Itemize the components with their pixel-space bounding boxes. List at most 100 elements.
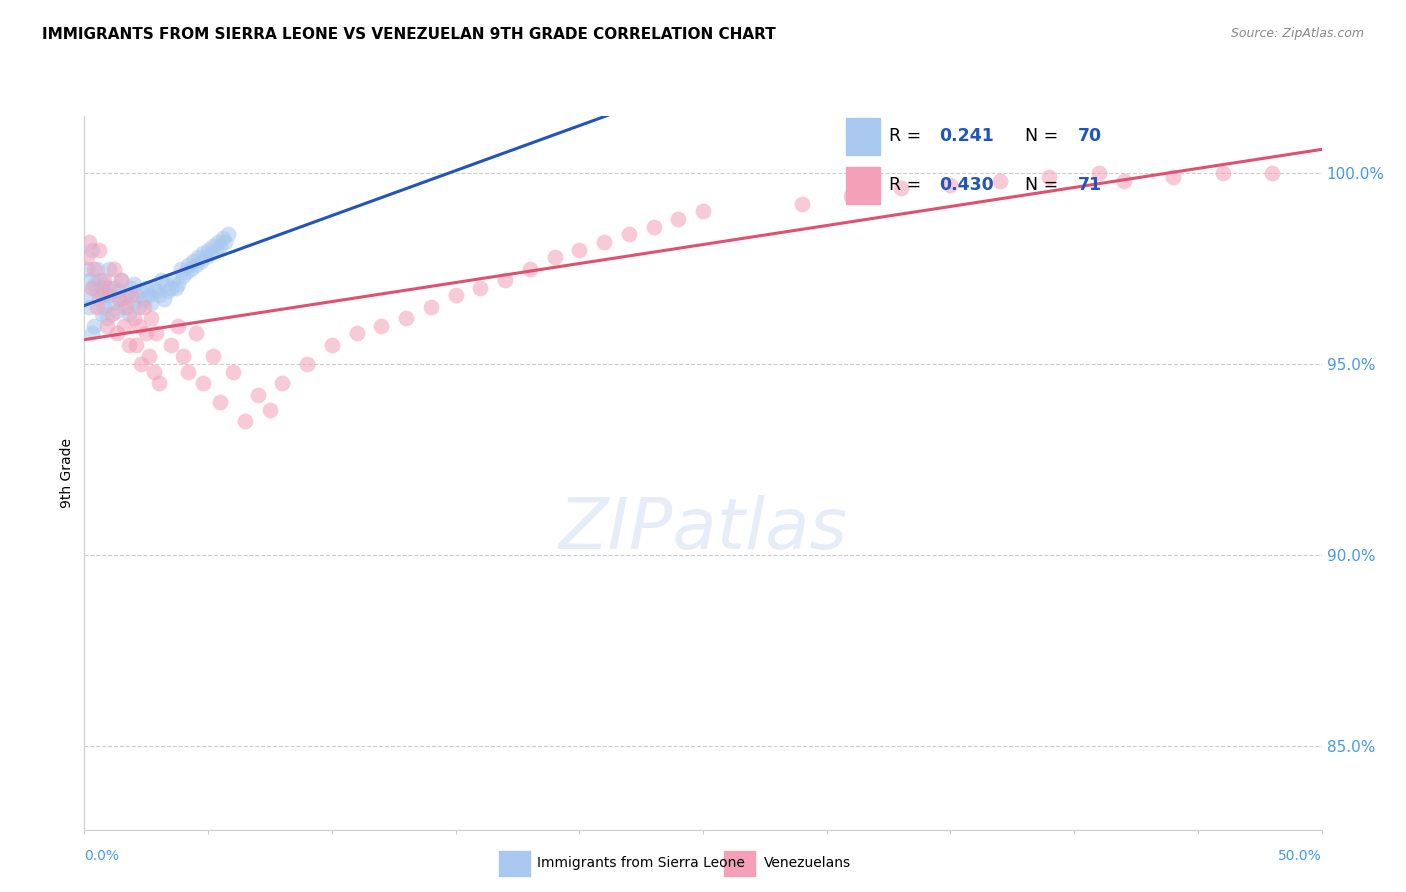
Point — [98, 288, 121, 302]
Point — [110, 273, 132, 287]
Point — [122, 296, 145, 310]
Point — [80, 243, 103, 257]
Point — [212, 231, 235, 245]
Point — [112, 318, 135, 333]
Point — [80, 326, 103, 341]
Point — [90, 281, 112, 295]
Bar — [846, 118, 880, 154]
Text: 0.0%: 0.0% — [84, 849, 120, 863]
Point — [118, 338, 141, 352]
Bar — [846, 167, 880, 204]
Point — [172, 269, 194, 284]
Point — [86, 300, 108, 314]
Point — [209, 238, 232, 252]
Point — [125, 338, 148, 352]
Point — [217, 227, 239, 242]
Point — [167, 277, 190, 291]
Text: 0.430: 0.430 — [939, 177, 994, 194]
Point — [118, 307, 141, 321]
Text: 50.0%: 50.0% — [1278, 849, 1322, 863]
Point — [105, 303, 128, 318]
Point — [162, 273, 184, 287]
Point — [1161, 169, 1184, 184]
Point — [191, 376, 214, 390]
Point — [103, 281, 125, 295]
Point — [100, 307, 122, 321]
Point — [246, 387, 269, 401]
Point — [110, 292, 132, 306]
Point — [259, 402, 281, 417]
Point — [174, 265, 197, 279]
Point — [295, 357, 318, 371]
Point — [108, 285, 131, 299]
Point — [233, 414, 256, 428]
Point — [790, 196, 813, 211]
Point — [76, 288, 98, 302]
Point — [79, 273, 101, 287]
Point — [184, 258, 207, 272]
Point — [1112, 174, 1135, 188]
Point — [150, 273, 173, 287]
Point — [160, 281, 183, 295]
Text: Source: ZipAtlas.com: Source: ZipAtlas.com — [1230, 27, 1364, 40]
Point — [105, 326, 128, 341]
Point — [187, 250, 209, 264]
Point — [142, 365, 165, 379]
Point — [125, 288, 148, 302]
Point — [138, 350, 160, 364]
Text: Venezuelans: Venezuelans — [763, 856, 851, 871]
Point — [202, 238, 225, 252]
Text: Immigrants from Sierra Leone: Immigrants from Sierra Leone — [537, 856, 745, 871]
Point — [841, 189, 863, 203]
Point — [110, 273, 132, 287]
Point — [165, 281, 187, 295]
Text: R =: R = — [890, 128, 927, 145]
Point — [191, 246, 214, 260]
Point — [152, 292, 174, 306]
Point — [271, 376, 294, 390]
Point — [200, 246, 222, 260]
Point — [148, 288, 170, 302]
Point — [177, 258, 200, 272]
Text: 70: 70 — [1078, 128, 1102, 145]
Point — [346, 326, 368, 341]
Point — [89, 292, 111, 306]
Point — [96, 318, 118, 333]
Point — [76, 250, 98, 264]
Point — [122, 277, 145, 291]
Point — [172, 350, 194, 364]
Point — [543, 250, 565, 264]
Point — [122, 311, 145, 326]
Point — [115, 288, 138, 302]
Text: IMMIGRANTS FROM SIERRA LEONE VS VENEZUELAN 9TH GRADE CORRELATION CHART: IMMIGRANTS FROM SIERRA LEONE VS VENEZUEL… — [42, 27, 776, 42]
Point — [98, 261, 121, 276]
Point — [141, 296, 163, 310]
Point — [939, 178, 962, 192]
Point — [1212, 166, 1234, 180]
Text: 71: 71 — [1078, 177, 1102, 194]
Point — [145, 326, 167, 341]
Point — [138, 288, 160, 302]
Point — [129, 285, 152, 299]
Point — [96, 288, 118, 302]
Point — [93, 300, 115, 314]
Point — [395, 311, 418, 326]
Point — [155, 277, 177, 291]
Y-axis label: 9th Grade: 9th Grade — [60, 438, 75, 508]
Point — [202, 350, 225, 364]
Point — [617, 227, 640, 242]
Point — [145, 285, 167, 299]
Point — [1261, 166, 1284, 180]
Point — [142, 281, 165, 295]
Point — [79, 300, 101, 314]
Text: R =: R = — [890, 177, 927, 194]
Point — [190, 254, 212, 268]
Point — [470, 281, 492, 295]
Point — [135, 326, 157, 341]
Point — [132, 292, 155, 306]
Point — [103, 261, 125, 276]
Point — [593, 235, 616, 249]
Point — [83, 318, 105, 333]
Point — [181, 254, 204, 268]
Point — [120, 288, 142, 302]
